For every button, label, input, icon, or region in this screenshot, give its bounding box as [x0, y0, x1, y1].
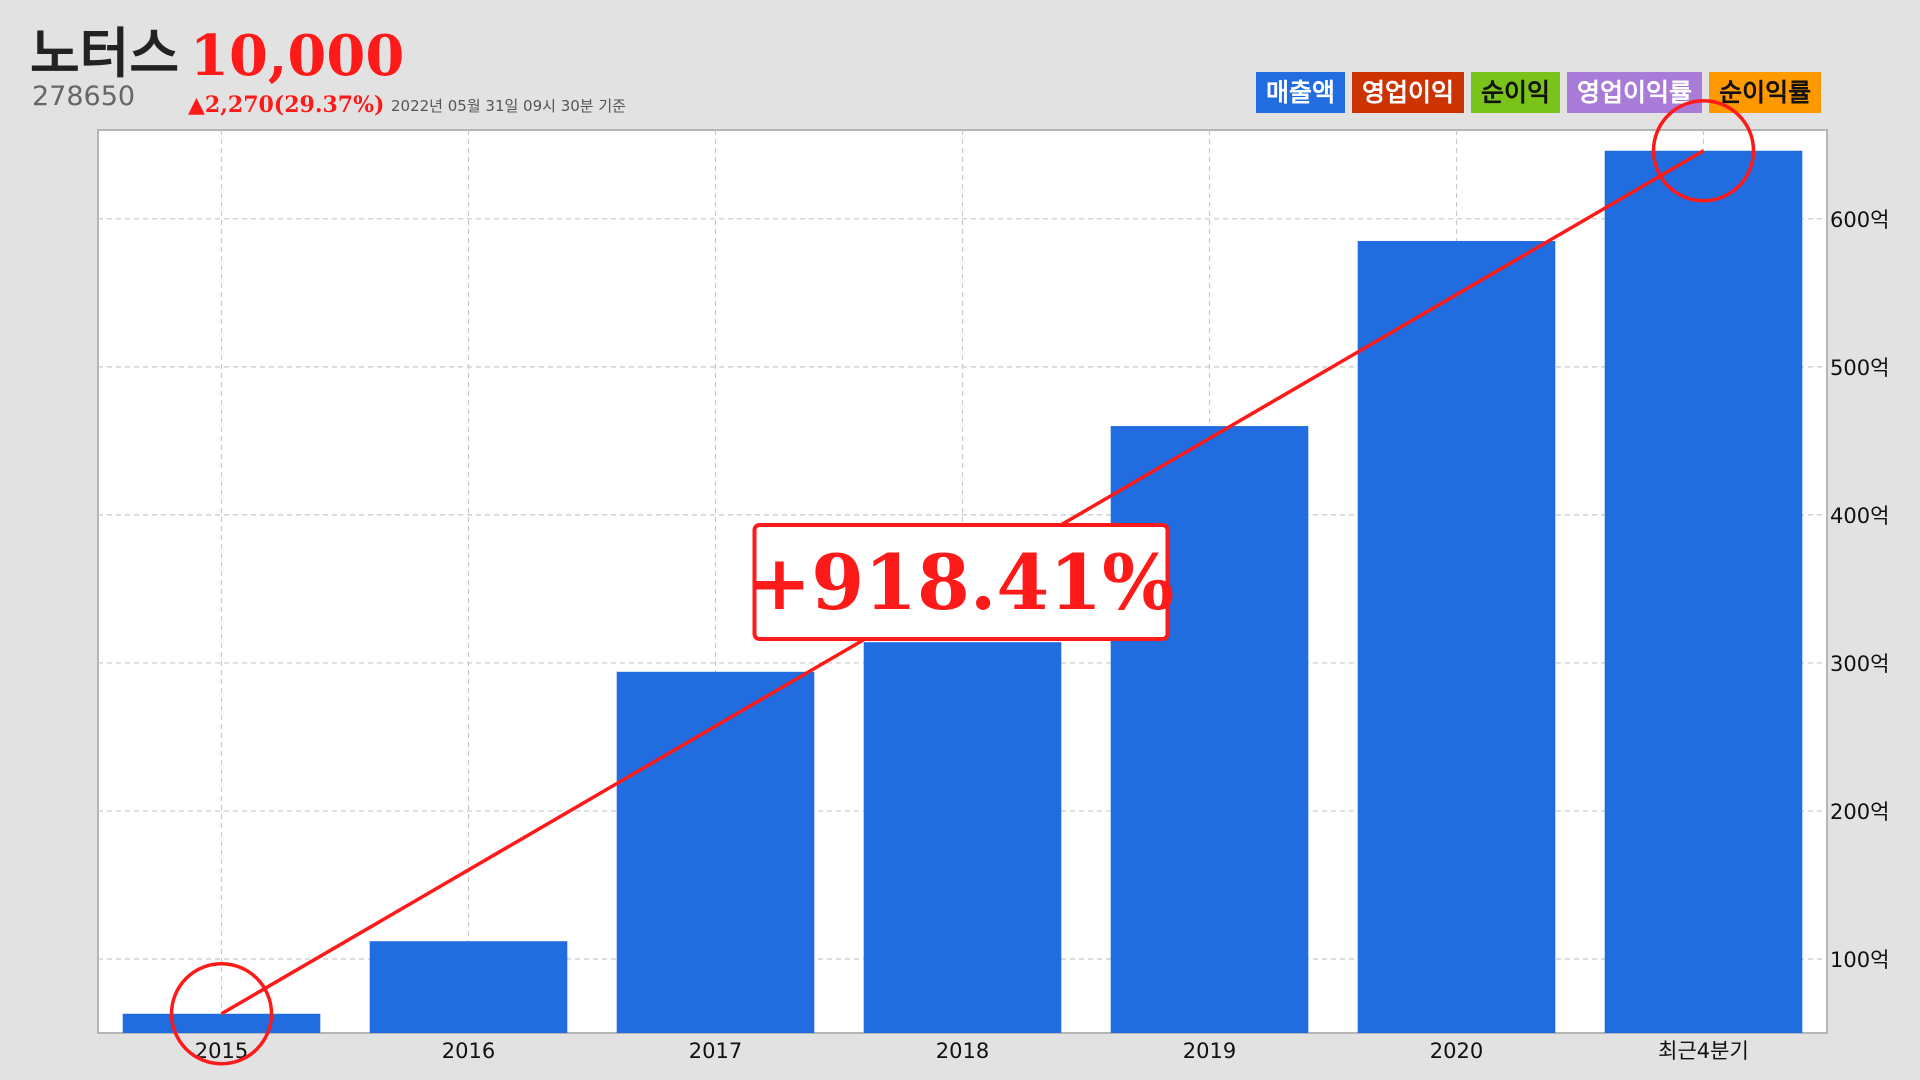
bar: [369, 941, 568, 1033]
x-axis-labels: 2015 2016 2017 2018 2019 2020 최근4분기: [195, 1039, 1749, 1063]
bar: [863, 642, 1062, 1033]
stock-price: 10,000: [190, 23, 405, 89]
bar: [1604, 150, 1803, 1033]
chart-header: 노터스 10,000 278650 ▲2,270(29.37%) 2022년 0…: [0, 0, 1920, 130]
x-tick-label: 최근4분기: [1658, 1039, 1749, 1063]
x-tick-label: 2017: [689, 1039, 742, 1063]
x-tick-label: 2016: [442, 1039, 495, 1063]
bar: [616, 671, 815, 1033]
x-tick-label: 2018: [936, 1039, 989, 1063]
price-change: ▲2,270(29.37%): [188, 92, 385, 118]
y-tick-label: 200억: [1830, 800, 1889, 824]
legend-item-operating-profit[interactable]: 영업이익: [1352, 72, 1465, 113]
legend-item-operating-margin[interactable]: 영업이익률: [1567, 72, 1703, 113]
y-tick-label: 100억: [1830, 948, 1889, 972]
y-tick-label: 600억: [1830, 208, 1889, 232]
end-circle: [1651, 98, 1756, 203]
ticker-code: 278650: [32, 81, 136, 112]
y-tick-label: 400억: [1830, 504, 1889, 528]
y-axis-labels: 100억 200억 300억 400억 500억 600억: [1830, 208, 1889, 972]
y-tick-label: 500억: [1830, 356, 1889, 380]
x-tick-label: 2020: [1430, 1039, 1483, 1063]
growth-annotation: +918.41%: [169, 98, 1756, 1066]
y-tick-label: 300억: [1830, 652, 1889, 676]
bar: [122, 1013, 321, 1033]
growth-label: +918.41%: [748, 538, 1175, 627]
company-name: 노터스: [30, 22, 180, 85]
bars: [122, 150, 1803, 1034]
bar: [1110, 426, 1309, 1034]
start-circle: [169, 962, 274, 1066]
as-of-timestamp: 2022년 05월 31일 09시 30분 기준: [391, 97, 626, 115]
x-tick-label: 2019: [1183, 1039, 1236, 1063]
legend-item-net-margin[interactable]: 순이익률: [1709, 72, 1822, 113]
growth-label-box: [752, 523, 1170, 641]
legend: 매출액 영업이익 순이익 영업이익률 순이익률: [1256, 72, 1822, 113]
legend-item-revenue[interactable]: 매출액: [1256, 72, 1346, 113]
bar: [1357, 241, 1556, 1033]
legend-item-net-income[interactable]: 순이익: [1471, 72, 1561, 113]
